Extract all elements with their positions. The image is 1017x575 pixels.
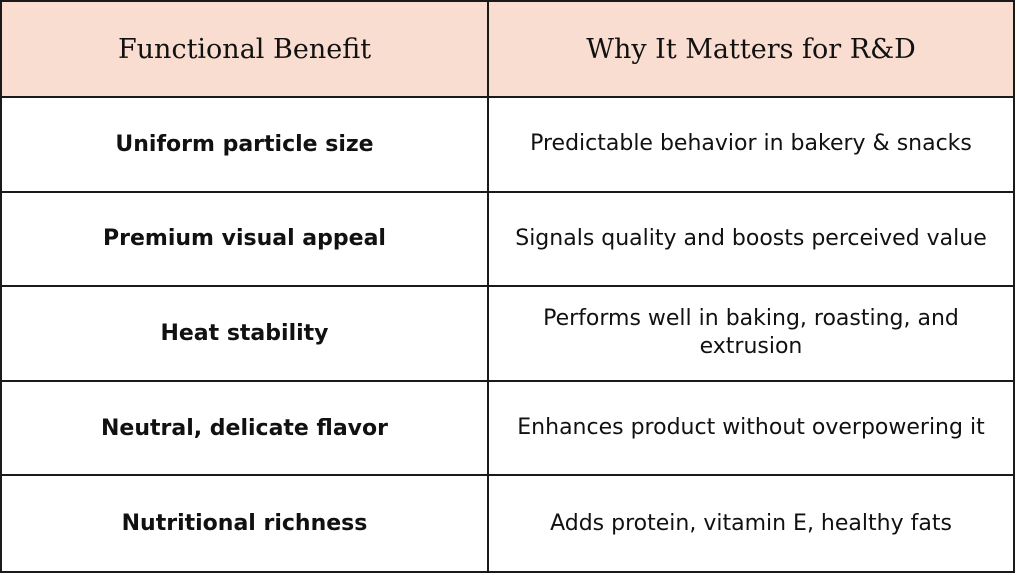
- header-why-it-matters: Why It Matters for R&D: [489, 2, 1013, 98]
- row-5-benefit: Nutritional richness: [2, 476, 489, 571]
- row-4-benefit: Neutral, delicate flavor: [2, 381, 489, 477]
- row-1-benefit: Uniform particle size: [2, 98, 489, 193]
- row-2-reason: Signals quality and boosts perceived val…: [489, 193, 1013, 288]
- row-3-reason: Performs well in baking, roasting, and e…: [489, 287, 1013, 382]
- row-4-reason: Enhances product without overpowering it: [489, 382, 1013, 477]
- row-5-reason: Adds protein, vitamin E, healthy fats: [550, 510, 952, 536]
- row-1-reason: Predictable behavior in bakery & snacks: [489, 98, 1013, 193]
- row-3-benefit: Heat stability: [2, 287, 489, 382]
- header-functional-benefit: Functional Benefit: [2, 2, 489, 98]
- row-2-benefit: Premium visual appeal: [2, 192, 489, 288]
